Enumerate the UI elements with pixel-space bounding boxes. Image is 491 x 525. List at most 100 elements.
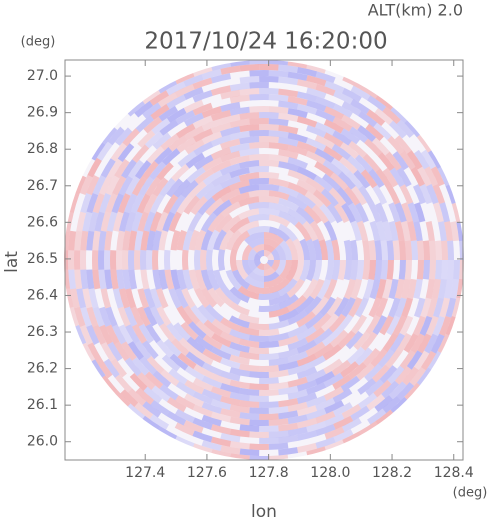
echo-cell: [287, 324, 308, 338]
echo-cell: [219, 229, 235, 251]
echo-cell: [407, 202, 420, 223]
echo-cell: [92, 250, 99, 270]
echo-cell: [248, 154, 270, 162]
echo-cell: [305, 137, 327, 152]
echo-cell: [105, 175, 120, 196]
echo-cell: [194, 269, 207, 291]
echo-cell: [122, 230, 131, 251]
echo-cell: [343, 260, 352, 281]
echo-cell: [145, 249, 153, 271]
echo-cell: [268, 332, 290, 342]
echo-cell: [156, 288, 169, 309]
echo-cell: [229, 167, 250, 179]
echo-cell: [400, 278, 411, 300]
echo-cell: [305, 176, 325, 193]
echo-cell: [427, 351, 443, 371]
echo-cell: [432, 297, 444, 318]
echo-cell: [333, 429, 354, 443]
y-tick-label: 26.7: [27, 178, 58, 194]
echo-cell: [125, 175, 140, 196]
echo-cell: [152, 269, 162, 290]
echo-cell: [125, 288, 137, 309]
echo-cell: [268, 60, 289, 66]
echo-cell: [413, 149, 430, 170]
echo-cell: [258, 208, 281, 217]
radar-echo: [64, 60, 464, 460]
echo-cell: [356, 362, 375, 381]
echo-cell: [143, 193, 158, 214]
echo-cell: [278, 348, 299, 359]
echo-cell: [309, 278, 325, 300]
echo-cell: [341, 101, 362, 117]
echo-cell: [220, 445, 241, 455]
echo-cell: [121, 159, 137, 179]
echo-cell: [365, 315, 381, 335]
echo-cell: [187, 211, 203, 233]
echo-cell: [306, 408, 327, 421]
echo-cell: [287, 208, 307, 225]
echo-cell: [248, 190, 270, 198]
echo-cell: [229, 367, 250, 378]
echo-cell: [386, 184, 401, 205]
echo-cell: [168, 288, 182, 309]
echo-cell: [258, 340, 280, 348]
echo-cell: [305, 150, 326, 165]
echo-cell: [331, 157, 350, 175]
echo-cell: [132, 357, 150, 376]
echo-cell: [202, 334, 223, 350]
echo-cell: [303, 296, 322, 315]
echo-cell: [229, 191, 250, 205]
echo-cell: [202, 348, 223, 363]
echo-cell: [134, 230, 144, 251]
echo-cell: [201, 401, 222, 414]
echo-cell: [323, 372, 344, 388]
echo-cell: [343, 278, 356, 300]
echo-cell: [450, 221, 460, 242]
echo-cell: [229, 179, 250, 192]
x-tick-label: 128.4: [434, 465, 474, 481]
echo-cell: [278, 422, 299, 432]
echo-cell: [407, 278, 417, 300]
echo-cell: [80, 269, 89, 290]
echo-cell: [117, 306, 131, 327]
echo-cell: [259, 401, 279, 408]
echo-cell: [166, 410, 187, 426]
echo-cell: [186, 166, 206, 184]
echo-cell: [100, 158, 116, 178]
echo-cell: [312, 312, 332, 331]
echo-cell: [220, 126, 241, 137]
echo-cell: [238, 160, 260, 170]
echo-cell: [238, 184, 260, 195]
echo-cell: [194, 335, 214, 352]
echo-cell: [324, 426, 345, 440]
echo-cell: [268, 70, 289, 78]
echo-cell: [333, 90, 354, 105]
echo-cell: [278, 100, 299, 110]
echo-cell: [296, 66, 318, 78]
echo-cell: [181, 249, 189, 271]
echo-cell: [137, 130, 156, 148]
echo-cell: [201, 118, 222, 132]
echo-cell: [394, 135, 412, 154]
echo-cell: [220, 331, 241, 345]
y-axis-label: lat: [2, 251, 22, 273]
echo-cell: [350, 99, 370, 115]
echo-cell: [176, 137, 196, 153]
echo-cell: [278, 278, 298, 297]
echo-cell: [229, 328, 250, 341]
echo-cell: [174, 71, 195, 85]
echo-cell: [92, 230, 101, 251]
echo-cell: [159, 384, 179, 401]
echo-cell: [149, 288, 162, 309]
echo-cell: [268, 454, 289, 460]
echo-cell: [386, 315, 401, 336]
echo-cell: [182, 229, 194, 251]
echo-cell: [201, 375, 223, 389]
echo-cell: [166, 107, 187, 123]
echo-cell: [295, 206, 315, 225]
echo-cell: [278, 161, 299, 172]
echo-cell: [278, 223, 298, 242]
echo-cell: [437, 333, 452, 354]
echo-cell: [416, 367, 433, 387]
echo-cell: [268, 130, 289, 139]
